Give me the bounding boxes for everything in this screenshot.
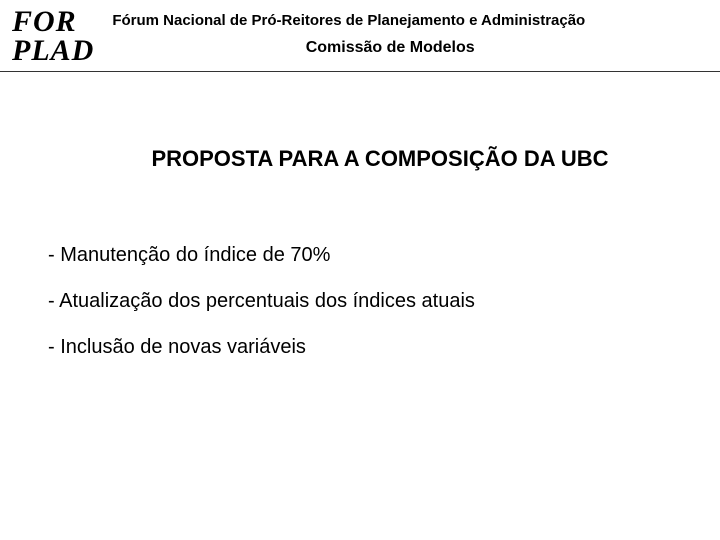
- bullet-item: - Manutenção do índice de 70%: [48, 242, 680, 268]
- logo: FOR PLAD: [12, 8, 112, 71]
- section-title: PROPOSTA PARA A COMPOSIÇÃO DA UBC: [80, 146, 680, 172]
- header-subtitle: Comissão de Modelos: [112, 39, 668, 57]
- content: PROPOSTA PARA A COMPOSIÇÃO DA UBC - Manu…: [0, 76, 720, 360]
- header-text: Fórum Nacional de Pró-Reitores de Planej…: [112, 8, 708, 71]
- logo-line-1: FOR: [12, 8, 94, 37]
- bullet-item: - Atualização dos percentuais dos índice…: [48, 288, 680, 314]
- header: FOR PLAD Fórum Nacional de Pró-Reitores …: [0, 0, 720, 72]
- bullet-list: - Manutenção do índice de 70% - Atualiza…: [40, 242, 680, 360]
- header-title: Fórum Nacional de Pró-Reitores de Planej…: [112, 12, 708, 29]
- bullet-item: - Inclusão de novas variáveis: [48, 334, 680, 360]
- logo-line-2: PLAD: [12, 37, 94, 66]
